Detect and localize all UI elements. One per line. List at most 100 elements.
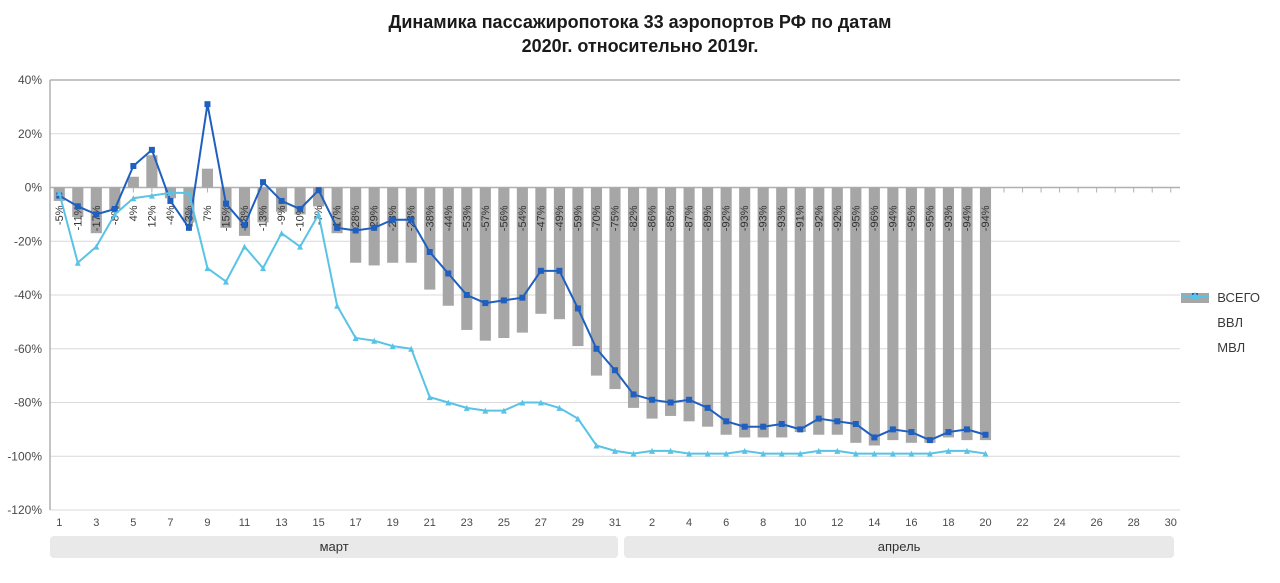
marker-square	[204, 101, 210, 107]
marker-square	[871, 434, 877, 440]
bar-value-label: -17%	[91, 205, 103, 231]
marker-square	[964, 426, 970, 432]
marker-square	[556, 268, 562, 274]
marker-square	[112, 206, 118, 212]
x-tick-label: 23	[461, 517, 473, 529]
y-tick-label: 0%	[25, 181, 43, 195]
bar	[424, 188, 435, 290]
marker-square	[834, 418, 840, 424]
x-tick-label: 15	[312, 517, 324, 529]
bar-value-label: -95%	[924, 205, 936, 231]
y-tick-label: -80%	[14, 396, 42, 410]
marker-square	[464, 292, 470, 298]
marker-square	[297, 206, 303, 212]
x-tick-label: 19	[387, 517, 399, 529]
bar-value-label: -59%	[572, 205, 584, 231]
bar-value-label: -75%	[610, 205, 622, 231]
bar-value-label: -13%	[258, 205, 270, 231]
marker-square	[93, 211, 99, 217]
y-tick-label: -60%	[14, 342, 42, 356]
bar-value-label: -87%	[684, 205, 696, 231]
bar-value-label: 4%	[128, 205, 140, 221]
bar-value-label: 7%	[202, 205, 214, 221]
bar-value-label: -93%	[776, 205, 788, 231]
marker-square	[408, 217, 414, 223]
marker-square	[649, 397, 655, 403]
x-tick-label: 8	[760, 517, 766, 529]
marker-square	[797, 426, 803, 432]
marker-square	[575, 305, 581, 311]
marker-square	[427, 249, 433, 255]
x-tick-label: 7	[167, 517, 173, 529]
x-tick-label: 3	[93, 517, 99, 529]
marker-square	[482, 300, 488, 306]
bar-value-label: -94%	[961, 205, 973, 231]
x-tick-label: 18	[942, 517, 954, 529]
marker-square	[130, 163, 136, 169]
x-tick-label: 13	[275, 517, 287, 529]
marker-square	[149, 147, 155, 153]
x-tick-label: 21	[424, 517, 436, 529]
bar-value-label: -92%	[721, 205, 733, 231]
marker-square	[167, 198, 173, 204]
bar	[202, 169, 213, 188]
bar-value-label: -70%	[591, 205, 603, 231]
legend-label-vvl: ВВЛ	[1217, 315, 1243, 330]
x-tick-label: 9	[204, 517, 210, 529]
bar-value-label: -54%	[517, 205, 529, 231]
x-tick-label: 24	[1053, 517, 1065, 529]
marker-square	[927, 437, 933, 443]
marker-square	[816, 416, 822, 422]
marker-square	[668, 400, 674, 406]
bar-value-label: -95%	[850, 205, 862, 231]
marker-square	[316, 187, 322, 193]
y-tick-label: -40%	[14, 288, 42, 302]
marker-square	[890, 426, 896, 432]
marker-square	[260, 179, 266, 185]
marker-square	[908, 429, 914, 435]
chart-canvas: -120%-100%-80%-60%-40%-20%0%20%40%-5%-11…	[0, 0, 1280, 583]
x-tick-label: 31	[609, 517, 621, 529]
marker-square	[705, 405, 711, 411]
month-label-april: апрель	[624, 536, 1174, 558]
bar-value-label: -53%	[461, 205, 473, 231]
bar-value-label: -91%	[795, 205, 807, 231]
marker-square	[501, 297, 507, 303]
bar-value-label: -28%	[350, 205, 362, 231]
x-tick-label: 20	[979, 517, 991, 529]
bar-value-label: -82%	[628, 205, 640, 231]
marker-square	[945, 429, 951, 435]
marker-square	[760, 424, 766, 430]
marker-square	[279, 198, 285, 204]
bar-value-label: -44%	[443, 205, 455, 231]
marker-square	[75, 203, 81, 209]
bar-value-label: -38%	[424, 205, 436, 231]
x-tick-label: 25	[498, 517, 510, 529]
bar-value-label: -86%	[647, 205, 659, 231]
x-tick-label: 30	[1165, 517, 1177, 529]
marker-square	[334, 225, 340, 231]
bar	[443, 188, 454, 306]
marker-square	[371, 225, 377, 231]
month-label-march: март	[50, 536, 618, 558]
bar-value-label: -95%	[906, 205, 918, 231]
marker-square	[593, 346, 599, 352]
x-tick-label: 17	[350, 517, 362, 529]
legend-label-total: ВСЕГО	[1217, 290, 1260, 305]
legend-label-mvl: МВЛ	[1217, 340, 1245, 355]
x-tick-label: 11	[239, 517, 250, 529]
marker-square	[445, 271, 451, 277]
x-tick-label: 26	[1091, 517, 1103, 529]
bar-value-label: -47%	[535, 205, 547, 231]
bar-value-label: -94%	[887, 205, 899, 231]
bar-value-label: -93%	[758, 205, 770, 231]
x-tick-label: 5	[130, 517, 136, 529]
bar-value-label: -94%	[980, 205, 992, 231]
marker-square	[353, 228, 359, 234]
y-tick-label: -100%	[7, 449, 42, 463]
x-tick-label: 12	[831, 517, 843, 529]
bar-value-label: -57%	[480, 205, 492, 231]
legend-item-vvl: ВВЛ	[1181, 315, 1260, 330]
x-tick-label: 22	[1016, 517, 1028, 529]
bar-value-label: -49%	[554, 205, 566, 231]
